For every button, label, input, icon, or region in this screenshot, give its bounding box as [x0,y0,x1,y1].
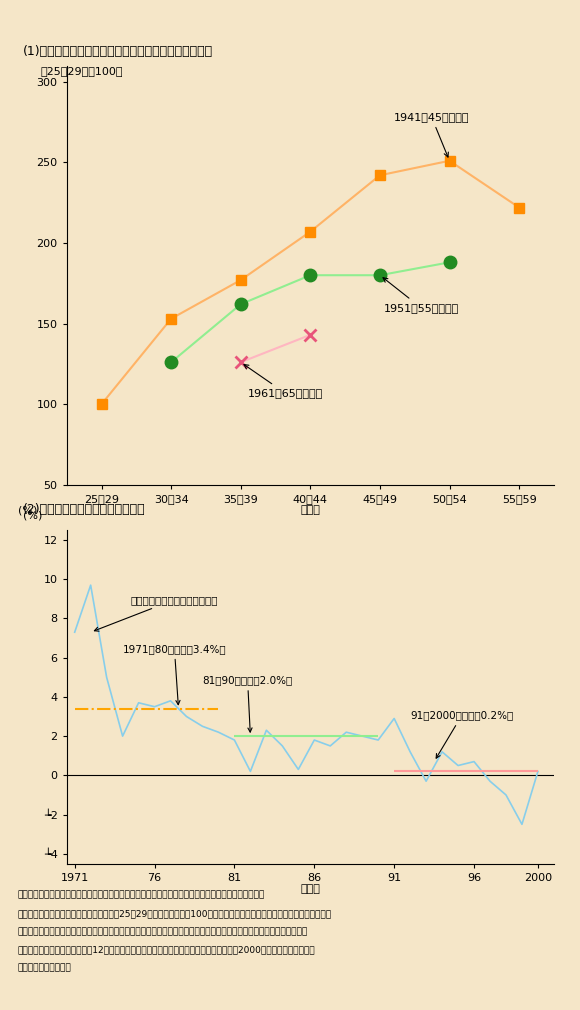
Text: する現金給与額の12倍に、前年の年間賞与額を加え、消費者物価指数総合（2000年基準）で実質化して: する現金給与額の12倍に、前年の年間賞与額を加え、消費者物価指数総合（2000年… [17,945,315,954]
Text: 1971～80年平均（3.4%）: 1971～80年平均（3.4%） [122,643,226,705]
Text: 91～2000年平均（0.2%）: 91～2000年平均（0.2%） [410,710,513,759]
Text: 81～90年平均（2.0%）: 81～90年平均（2.0%） [202,675,293,732]
Text: （25～29歳＝100）: （25～29歳＝100） [41,66,123,76]
Text: (%): (%) [23,510,42,520]
Text: （備考）１．厚生労働省「賃金構造基本統計調査報告」、総務省「消費者物価指数年報」により作成。: （備考）１．厚生労働省「賃金構造基本統計調査報告」、総務省「消費者物価指数年報」… [17,891,264,900]
Text: ３．（１）、（２）とも、実質年間収入は、男性常用一般労働者の産業計、企業規模計、学歴計のきまって支給: ３．（１）、（２）とも、実質年間収入は、男性常用一般労働者の産業計、企業規模計、… [17,927,307,936]
Text: 求めた。: 求めた。 [17,964,71,973]
Text: (1)男性、出生コーホート別、年齢階級別実質年間収入: (1)男性、出生コーホート別、年齢階級別実質年間収入 [23,45,213,59]
Text: (%): (%) [18,506,37,515]
Text: 1951～55年生まれ: 1951～55年生まれ [383,278,459,313]
X-axis label: （年）: （年） [300,884,320,894]
Text: (2)男性実質年間収入変化率の推移: (2)男性実質年間収入変化率の推移 [23,503,146,516]
Text: ２．（１）は出生年代別にみた、25～29歳時の年間収入を100とした場合の、各年齢階級における実質年間収入。: ２．（１）は出生年代別にみた、25～29歳時の年間収入を100とした場合の、各年… [17,909,332,918]
Text: 実質年間収入変化率（前年比）: 実質年間収入変化率（前年比） [95,595,218,631]
Text: 1941～45年生まれ: 1941～45年生まれ [394,112,469,157]
Text: 1961～65年生まれ: 1961～65年生まれ [244,365,323,398]
X-axis label: （歳）: （歳） [300,505,320,515]
